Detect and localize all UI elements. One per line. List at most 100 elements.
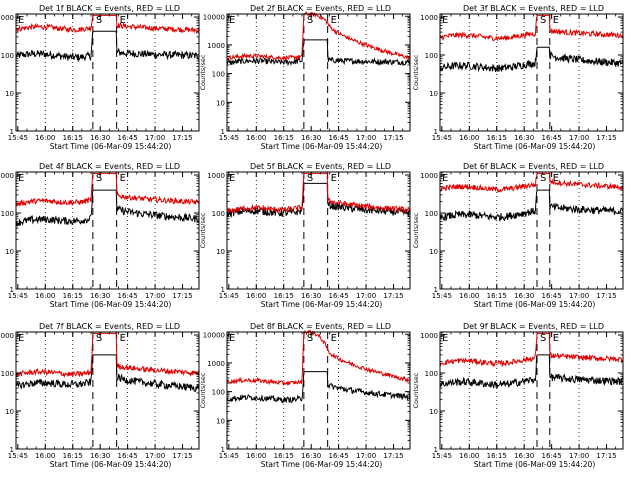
x-tick-label: 16:30: [514, 134, 534, 142]
events-series-line: [439, 354, 624, 389]
x-tick-label: 16:45: [118, 452, 138, 460]
region-marker-label: E: [18, 15, 24, 26]
x-tick-label: 15:45: [432, 452, 452, 460]
y-tick-label: 1000: [420, 172, 438, 180]
y-axis-label: Counts/sec: [199, 212, 207, 248]
panel-det-2: Det 2f BLACK = Events, RED = LLD 1 10 100 10…: [199, 4, 411, 151]
lld-series-line: [439, 172, 624, 194]
lld-series-line: [439, 14, 624, 42]
x-tick-label: 16:30: [90, 452, 110, 460]
y-tick-label: 10000: [203, 13, 225, 21]
x-tick-label: 16:15: [487, 292, 507, 300]
region-marker-label: E: [331, 333, 337, 344]
x-tick-label: 17:00: [356, 452, 376, 460]
region-marker-label: E: [442, 173, 448, 184]
x-axis-label: Start Time (06-Mar-09 15:44:20): [474, 142, 596, 151]
region-marker-label: E: [229, 333, 235, 344]
panel-det-6: Det 6f BLACK = Events, RED = LLD 1 10 100 10…: [412, 162, 624, 309]
x-axis-label: Start Time (06-Mar-09 15:44:20): [474, 300, 596, 309]
x-tick-label: 16:45: [542, 452, 562, 460]
x-tick-label: 17:15: [383, 452, 403, 460]
x-tick-label: 16:45: [118, 134, 138, 142]
x-axis-label: Start Time (06-Mar-09 15:44:20): [50, 142, 172, 151]
lld-series-line: [15, 14, 200, 35]
y-tick-label: 10000: [203, 331, 225, 339]
plot-frame: [226, 331, 411, 450]
y-tick-label: 1000: [207, 42, 225, 50]
y-tick-label: 1: [10, 128, 14, 136]
lld-series-line: [226, 172, 411, 214]
x-tick-label: 16:15: [274, 452, 294, 460]
x-tick-label: 16:00: [459, 452, 479, 460]
x-tick-label: 17:15: [172, 452, 192, 460]
x-tick-label: 15:45: [219, 452, 239, 460]
panel-det-8: Det 8f BLACK = Events, RED = LLD 1 10 100 10…: [199, 322, 411, 469]
y-tick-label: 1: [10, 286, 14, 294]
y-tick-label: 1000: [0, 332, 14, 340]
region-marker-label: E: [229, 15, 235, 26]
x-tick-label: 17:15: [383, 292, 403, 300]
region-marker-label: S: [540, 333, 546, 344]
x-tick-label: 17:15: [596, 292, 616, 300]
y-tick-label: 10: [216, 99, 225, 107]
panel-title: Det 8f BLACK = Events, RED = LLD: [250, 322, 391, 331]
x-tick-label: 17:00: [356, 292, 376, 300]
x-tick-label: 16:45: [329, 452, 349, 460]
plot-frame: [439, 331, 624, 450]
y-tick-label: 1000: [420, 332, 438, 340]
region-marker-label: E: [331, 173, 337, 184]
x-tick-label: 15:45: [219, 292, 239, 300]
x-tick-label: 17:00: [145, 134, 165, 142]
y-tick-label: 100: [1, 52, 14, 60]
lld-series-line: [15, 332, 200, 379]
y-tick-label: 10: [5, 90, 14, 98]
x-tick-label: 16:00: [246, 292, 266, 300]
x-axis-label: Start Time (06-Mar-09 15:44:20): [261, 300, 383, 309]
x-tick-label: 16:45: [542, 292, 562, 300]
x-tick-label: 17:00: [569, 292, 589, 300]
panel-title: Det 7f BLACK = Events, RED = LLD: [39, 322, 180, 331]
x-tick-label: 16:00: [459, 292, 479, 300]
lld-series-line: [439, 332, 624, 368]
x-tick-label: 15:45: [432, 292, 452, 300]
events-series-line: [15, 189, 200, 227]
x-tick-label: 15:45: [219, 134, 239, 142]
x-tick-label: 16:15: [63, 292, 83, 300]
y-tick-label: 10: [216, 248, 225, 256]
x-tick-label: 16:45: [329, 134, 349, 142]
region-marker-label: E: [553, 15, 559, 26]
y-tick-label: 100: [212, 71, 225, 79]
y-tick-label: 10: [429, 408, 438, 416]
events-series-line: [15, 30, 200, 63]
panel-det-7: Det 7f BLACK = Events, RED = LLD 1 10 100 10…: [0, 322, 200, 469]
y-tick-label: 1: [221, 128, 225, 136]
x-tick-label: 17:15: [172, 292, 192, 300]
x-tick-label: 16:00: [35, 292, 55, 300]
x-tick-label: 16:45: [542, 134, 562, 142]
y-tick-label: 1: [221, 286, 225, 294]
y-tick-label: 10: [429, 248, 438, 256]
events-series-line: [15, 354, 200, 392]
x-tick-label: 15:45: [8, 292, 28, 300]
y-tick-label: 100: [1, 210, 14, 218]
x-tick-label: 17:15: [596, 134, 616, 142]
y-tick-label: 1000: [207, 172, 225, 180]
panel-title: Det 2f BLACK = Events, RED = LLD: [250, 4, 391, 13]
plot-frame: [15, 171, 200, 290]
plot-frame: [15, 331, 200, 450]
x-tick-label: 16:15: [63, 134, 83, 142]
x-axis-label: Start Time (06-Mar-09 15:44:20): [50, 460, 172, 469]
panel-det-4: Det 4f BLACK = Events, RED = LLD 1 10 100 10…: [0, 162, 200, 309]
region-marker-label: S: [96, 173, 102, 184]
y-tick-label: 10: [216, 417, 225, 425]
x-axis-label: Start Time (06-Mar-09 15:44:20): [50, 300, 172, 309]
x-tick-label: 16:00: [246, 452, 266, 460]
lld-series-line: [15, 172, 200, 207]
x-tick-label: 16:30: [301, 134, 321, 142]
x-tick-label: 16:15: [63, 452, 83, 460]
panel-det-1: Det 1f BLACK = Events, RED = LLD 1 10 100 10…: [0, 4, 200, 151]
region-marker-label: S: [307, 15, 313, 26]
region-marker-label: E: [120, 333, 126, 344]
x-tick-label: 16:30: [514, 452, 534, 460]
x-tick-label: 16:15: [487, 134, 507, 142]
